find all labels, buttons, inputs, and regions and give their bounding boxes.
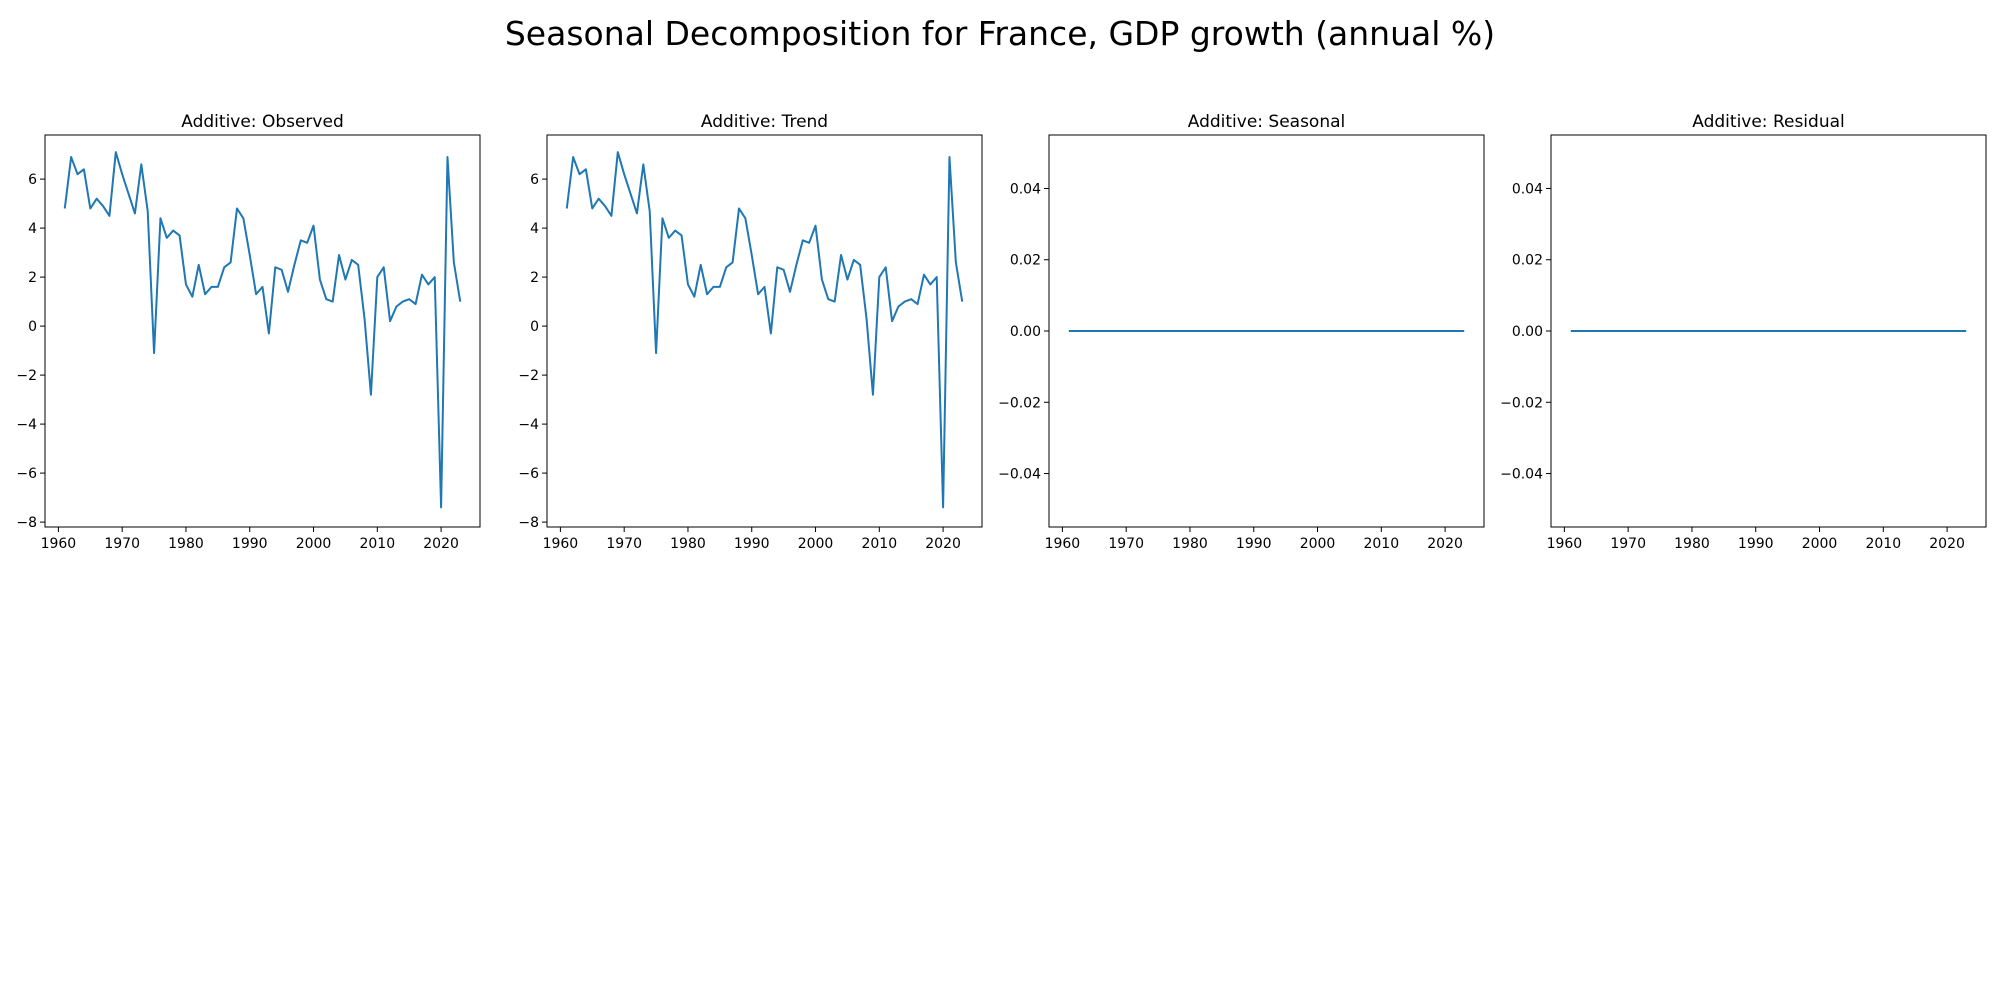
- x-tick-label: 1990: [734, 536, 770, 552]
- series-line: [565, 151, 964, 509]
- x-tick-label: 2000: [296, 536, 332, 552]
- x-tick-label: 1970: [1108, 536, 1144, 552]
- figure-suptitle: Seasonal Decomposition for France, GDP g…: [505, 14, 1495, 53]
- y-tick-label: 0.00: [1010, 324, 1041, 340]
- subplot-trend: Additive: Trend 1960 1970 1980 1990 2000 2010 2…: [518, 112, 983, 552]
- subplot-title: Additive: Seasonal: [1188, 112, 1346, 132]
- x-tick-label: 2000: [1802, 536, 1838, 552]
- y-tick-label: 6: [28, 172, 37, 188]
- y-tick-label: −4: [16, 417, 37, 433]
- x-tick-label: 1960: [543, 536, 579, 552]
- y-tick-label: 0.02: [1010, 253, 1041, 269]
- x-tick-label: 1980: [1674, 536, 1710, 552]
- y-tick-label: −0.04: [998, 467, 1041, 483]
- y-tick-label: 4: [530, 221, 539, 237]
- subplot-title: Additive: Residual: [1692, 112, 1844, 132]
- x-tick-label: 2010: [1865, 536, 1901, 552]
- y-tick-label: 0.00: [1512, 324, 1543, 340]
- y-tick-label: −6: [518, 466, 539, 482]
- plot-frame: [44, 134, 481, 528]
- y-tick-label: −6: [16, 466, 37, 482]
- y-tick-label: 0.02: [1512, 253, 1543, 269]
- y-tick-label: −0.02: [1500, 395, 1543, 411]
- y-tick-label: 2: [28, 270, 37, 286]
- x-tick-label: 1980: [168, 536, 204, 552]
- subplot-title: Additive: Observed: [181, 112, 343, 132]
- x-tick-label: 2010: [1363, 536, 1399, 552]
- x-tick-label: 2020: [423, 536, 459, 552]
- y-tick-label: −4: [518, 417, 539, 433]
- y-tick-label: 0: [28, 319, 37, 335]
- y-tick-label: 2: [530, 270, 539, 286]
- x-tick-label: 1970: [1610, 536, 1646, 552]
- subplot-residual: Additive: Residual 1960 1970 1980 1990 2000 20…: [1500, 112, 1987, 552]
- y-tick-label: −8: [518, 515, 539, 531]
- y-tick-label: −2: [518, 368, 539, 384]
- x-tick-label: 1970: [104, 536, 140, 552]
- y-tick-label: 6: [530, 172, 539, 188]
- y-tick-label: −2: [16, 368, 37, 384]
- x-tick-label: 2000: [798, 536, 834, 552]
- x-tick-label: 1990: [232, 536, 268, 552]
- x-tick-label: 2020: [1427, 536, 1463, 552]
- y-tick-label: −0.04: [1500, 467, 1543, 483]
- x-tick-label: 2010: [861, 536, 897, 552]
- subplot-seasonal: Additive: Seasonal 1960 1970 1980 1990 2000 20…: [998, 112, 1485, 552]
- series-line: [63, 151, 462, 509]
- y-tick-label: 0.04: [1010, 181, 1041, 197]
- x-tick-label: 1980: [1172, 536, 1208, 552]
- x-tick-label: 1990: [1236, 536, 1272, 552]
- x-tick-label: 2020: [925, 536, 961, 552]
- y-tick-label: 0.04: [1512, 181, 1543, 197]
- y-tick-label: −8: [16, 515, 37, 531]
- y-tick-label: 4: [28, 221, 37, 237]
- y-tick-label: 0: [530, 319, 539, 335]
- x-tick-label: 2010: [359, 536, 395, 552]
- subplot-title: Additive: Trend: [701, 112, 828, 132]
- plot-frame: [546, 134, 983, 528]
- x-tick-label: 1990: [1738, 536, 1774, 552]
- x-tick-label: 2000: [1300, 536, 1336, 552]
- y-tick-label: −0.02: [998, 395, 1041, 411]
- x-tick-label: 2020: [1929, 536, 1965, 552]
- x-tick-label: 1970: [606, 536, 642, 552]
- x-tick-label: 1960: [1547, 536, 1583, 552]
- x-tick-label: 1980: [670, 536, 706, 552]
- x-tick-label: 1960: [1045, 536, 1081, 552]
- x-tick-label: 1960: [41, 536, 77, 552]
